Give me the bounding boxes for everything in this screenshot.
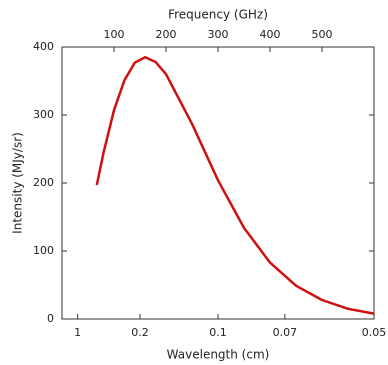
top-tick-label: 300 (208, 28, 229, 41)
top-tick-label: 200 (156, 28, 177, 41)
top-tick-label: 500 (312, 28, 333, 41)
x-tick-label: 0.2 (131, 326, 149, 339)
y-axis-title: Intensity (MJy/sr) (11, 132, 25, 234)
x-tick-label: 0.07 (273, 326, 298, 339)
y-tick-label: 400 (33, 40, 54, 53)
x-tick-label: 0.05 (362, 326, 387, 339)
x-tick-label: 0.1 (209, 326, 227, 339)
top-tick-label: 400 (260, 28, 281, 41)
top-axis-title: Frequency (GHz) (168, 8, 268, 22)
y-tick-label: 300 (33, 108, 54, 121)
x-axis-title: Wavelength (cm) (167, 348, 270, 362)
y-tick-label: 0 (47, 312, 54, 325)
plot-frame (61, 46, 375, 320)
y-tick-label: 200 (33, 176, 54, 189)
y-tick-label: 100 (33, 244, 54, 257)
data-line (95, 55, 375, 315)
x-tick-label: 1 (74, 326, 81, 339)
top-tick-label: 100 (104, 28, 125, 41)
